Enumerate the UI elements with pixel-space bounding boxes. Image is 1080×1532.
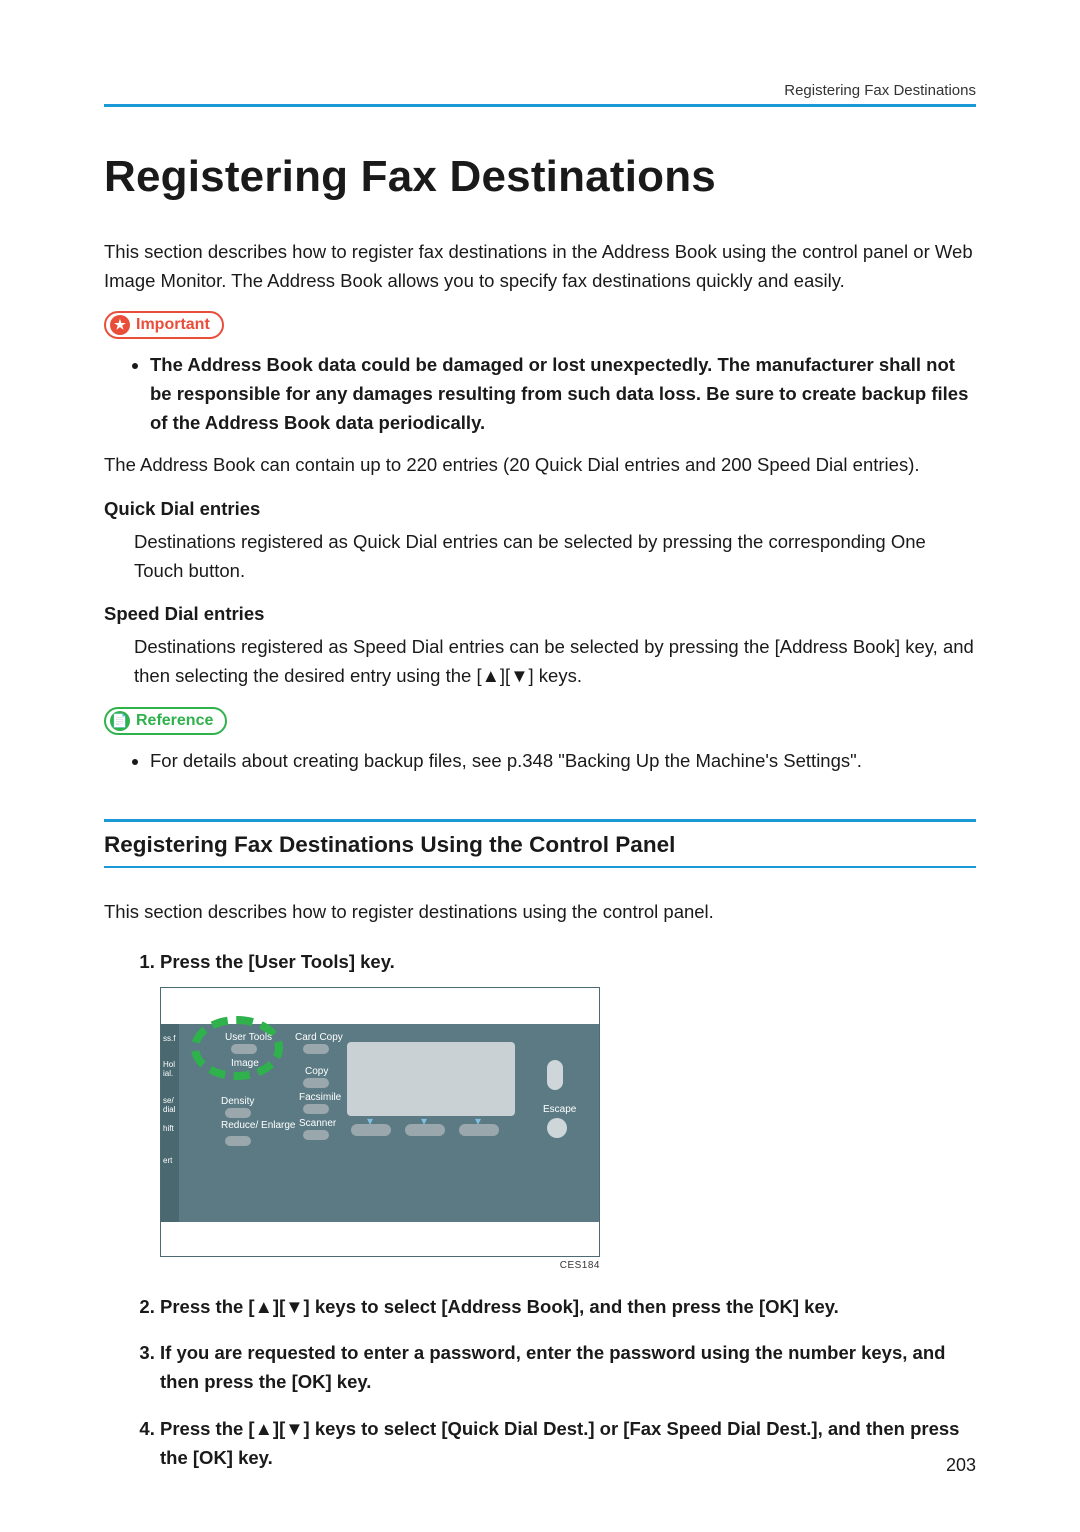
reduce-enlarge-label: Reduce/ Enlarge xyxy=(221,1120,296,1131)
running-head: Registering Fax Destinations xyxy=(784,82,976,99)
important-callout: ★ Important xyxy=(104,311,224,339)
lcd-screen xyxy=(347,1042,515,1116)
softkey-button xyxy=(351,1124,391,1136)
figure-caption: CES184 xyxy=(160,1260,600,1271)
image-label: Image xyxy=(231,1058,259,1069)
facsimile-label: Facsimile xyxy=(299,1092,341,1103)
facsimile-button xyxy=(303,1104,329,1114)
quick-dial-heading: Quick Dial entries xyxy=(104,498,976,520)
reference-callout: 📄 Reference xyxy=(104,707,227,735)
side-label: ss.f xyxy=(163,1034,175,1043)
id-card-copy-label: Card Copy xyxy=(295,1032,343,1043)
reference-bullet: For details about creating backup files,… xyxy=(150,747,976,776)
step-3-text: If you are requested to enter a password… xyxy=(160,1342,945,1392)
steps-list: Press the [User Tools] key. xyxy=(104,948,976,977)
important-bullet: The Address Book data could be damaged o… xyxy=(150,351,976,437)
side-label: hift xyxy=(163,1124,174,1133)
user-tools-button xyxy=(231,1044,257,1054)
reference-list: For details about creating backup files,… xyxy=(104,747,976,776)
softkey-button xyxy=(459,1124,499,1136)
escape-label: Escape xyxy=(543,1104,576,1115)
step-4-text: Press the [▲][▼] keys to select [Quick D… xyxy=(160,1418,959,1468)
section-header: Registering Fax Destinations Using the C… xyxy=(104,819,976,868)
side-label: Hol ial. xyxy=(163,1060,179,1078)
softkeys xyxy=(351,1124,499,1136)
side-label: ert xyxy=(163,1156,172,1165)
scanner-label: Scanner xyxy=(299,1118,336,1129)
copy-button xyxy=(303,1078,329,1088)
page-number: 203 xyxy=(946,1455,976,1476)
step-1-text: Press the [User Tools] key. xyxy=(160,951,395,972)
density-label: Density xyxy=(221,1096,254,1107)
scanner-button xyxy=(303,1130,329,1140)
step-1: Press the [User Tools] key. xyxy=(160,948,976,977)
important-label: Important xyxy=(136,316,210,334)
steps-list-continued: Press the [▲][▼] keys to select [Address… xyxy=(104,1293,976,1472)
control-panel-figure: ss.f Hol ial. se/ dial hift ert User Too… xyxy=(160,987,600,1257)
document-icon: 📄 xyxy=(110,711,130,731)
step-2: Press the [▲][▼] keys to select [Address… xyxy=(160,1293,976,1322)
nav-button xyxy=(547,1060,563,1090)
section-heading: Registering Fax Destinations Using the C… xyxy=(104,822,976,866)
reduce-enlarge-button xyxy=(225,1136,251,1146)
header-rule xyxy=(104,104,976,107)
page: Registering Fax Destinations Registering… xyxy=(0,0,1080,1532)
softkey-button xyxy=(405,1124,445,1136)
intro-paragraph: This section describes how to register f… xyxy=(104,238,976,295)
speed-dial-body: Destinations registered as Speed Dial en… xyxy=(134,633,976,690)
section-rule-bottom xyxy=(104,866,976,868)
important-list: The Address Book data could be damaged o… xyxy=(104,351,976,437)
figure-wrap: ss.f Hol ial. se/ dial hift ert User Too… xyxy=(160,987,976,1271)
escape-button xyxy=(547,1118,567,1138)
capacity-paragraph: The Address Book can contain up to 220 e… xyxy=(104,451,976,480)
side-label: se/ dial xyxy=(163,1096,179,1114)
step-4: Press the [▲][▼] keys to select [Quick D… xyxy=(160,1415,976,1472)
user-tools-label: User Tools xyxy=(225,1032,272,1043)
panel-sidebar: ss.f Hol ial. se/ dial hift ert xyxy=(161,1024,179,1222)
page-title: Registering Fax Destinations xyxy=(104,152,976,202)
speed-dial-heading: Speed Dial entries xyxy=(104,603,976,625)
quick-dial-body: Destinations registered as Quick Dial en… xyxy=(134,528,976,585)
section-intro: This section describes how to register d… xyxy=(104,898,976,926)
copy-label: Copy xyxy=(305,1066,328,1077)
step-2-text: Press the [▲][▼] keys to select [Address… xyxy=(160,1296,839,1317)
step-3: If you are requested to enter a password… xyxy=(160,1339,976,1396)
density-button xyxy=(225,1108,251,1118)
id-card-copy-button xyxy=(303,1044,329,1054)
star-icon: ★ xyxy=(110,315,130,335)
reference-label: Reference xyxy=(136,712,213,730)
